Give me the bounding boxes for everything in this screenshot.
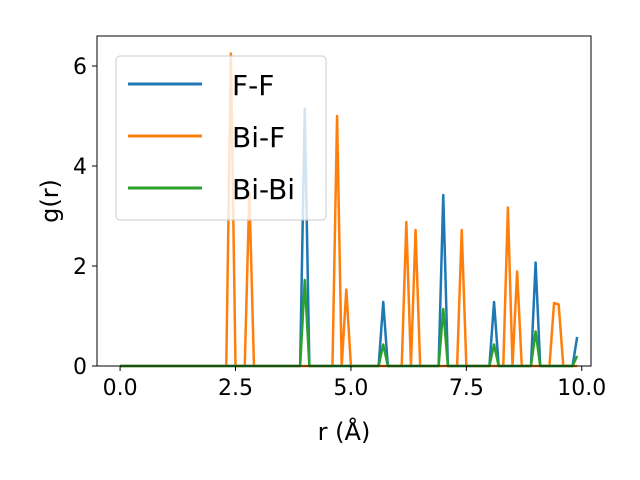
x-tick-label: 10.0 xyxy=(557,376,606,401)
x-axis-ticks: 0.0 2.5 5.0 7.5 10.0 xyxy=(103,366,606,401)
series-line-bi-bi xyxy=(120,278,579,368)
legend-box xyxy=(115,55,327,221)
legend-label-f-f: F-F xyxy=(232,69,274,102)
x-tick-label: 5.0 xyxy=(333,376,368,401)
y-tick-label: 6 xyxy=(73,55,87,80)
legend: F-F Bi-F Bi-Bi xyxy=(115,55,327,221)
y-axis-label: g(r) xyxy=(36,179,64,223)
y-axis-ticks: 0 2 4 6 xyxy=(73,55,97,380)
y-tick-label: 4 xyxy=(73,155,87,180)
x-tick-label: 7.5 xyxy=(449,376,484,401)
x-axis-label: r (Å) xyxy=(318,417,371,446)
legend-label-bi-f: Bi-F xyxy=(232,121,285,154)
x-tick-label: 2.5 xyxy=(218,376,253,401)
x-tick-label: 0.0 xyxy=(103,376,138,401)
y-tick-label: 2 xyxy=(73,255,87,280)
y-tick-label: 0 xyxy=(73,355,87,380)
legend-label-bi-bi: Bi-Bi xyxy=(232,173,295,206)
series-line-f-f xyxy=(120,107,579,368)
plot-frame xyxy=(96,35,592,367)
